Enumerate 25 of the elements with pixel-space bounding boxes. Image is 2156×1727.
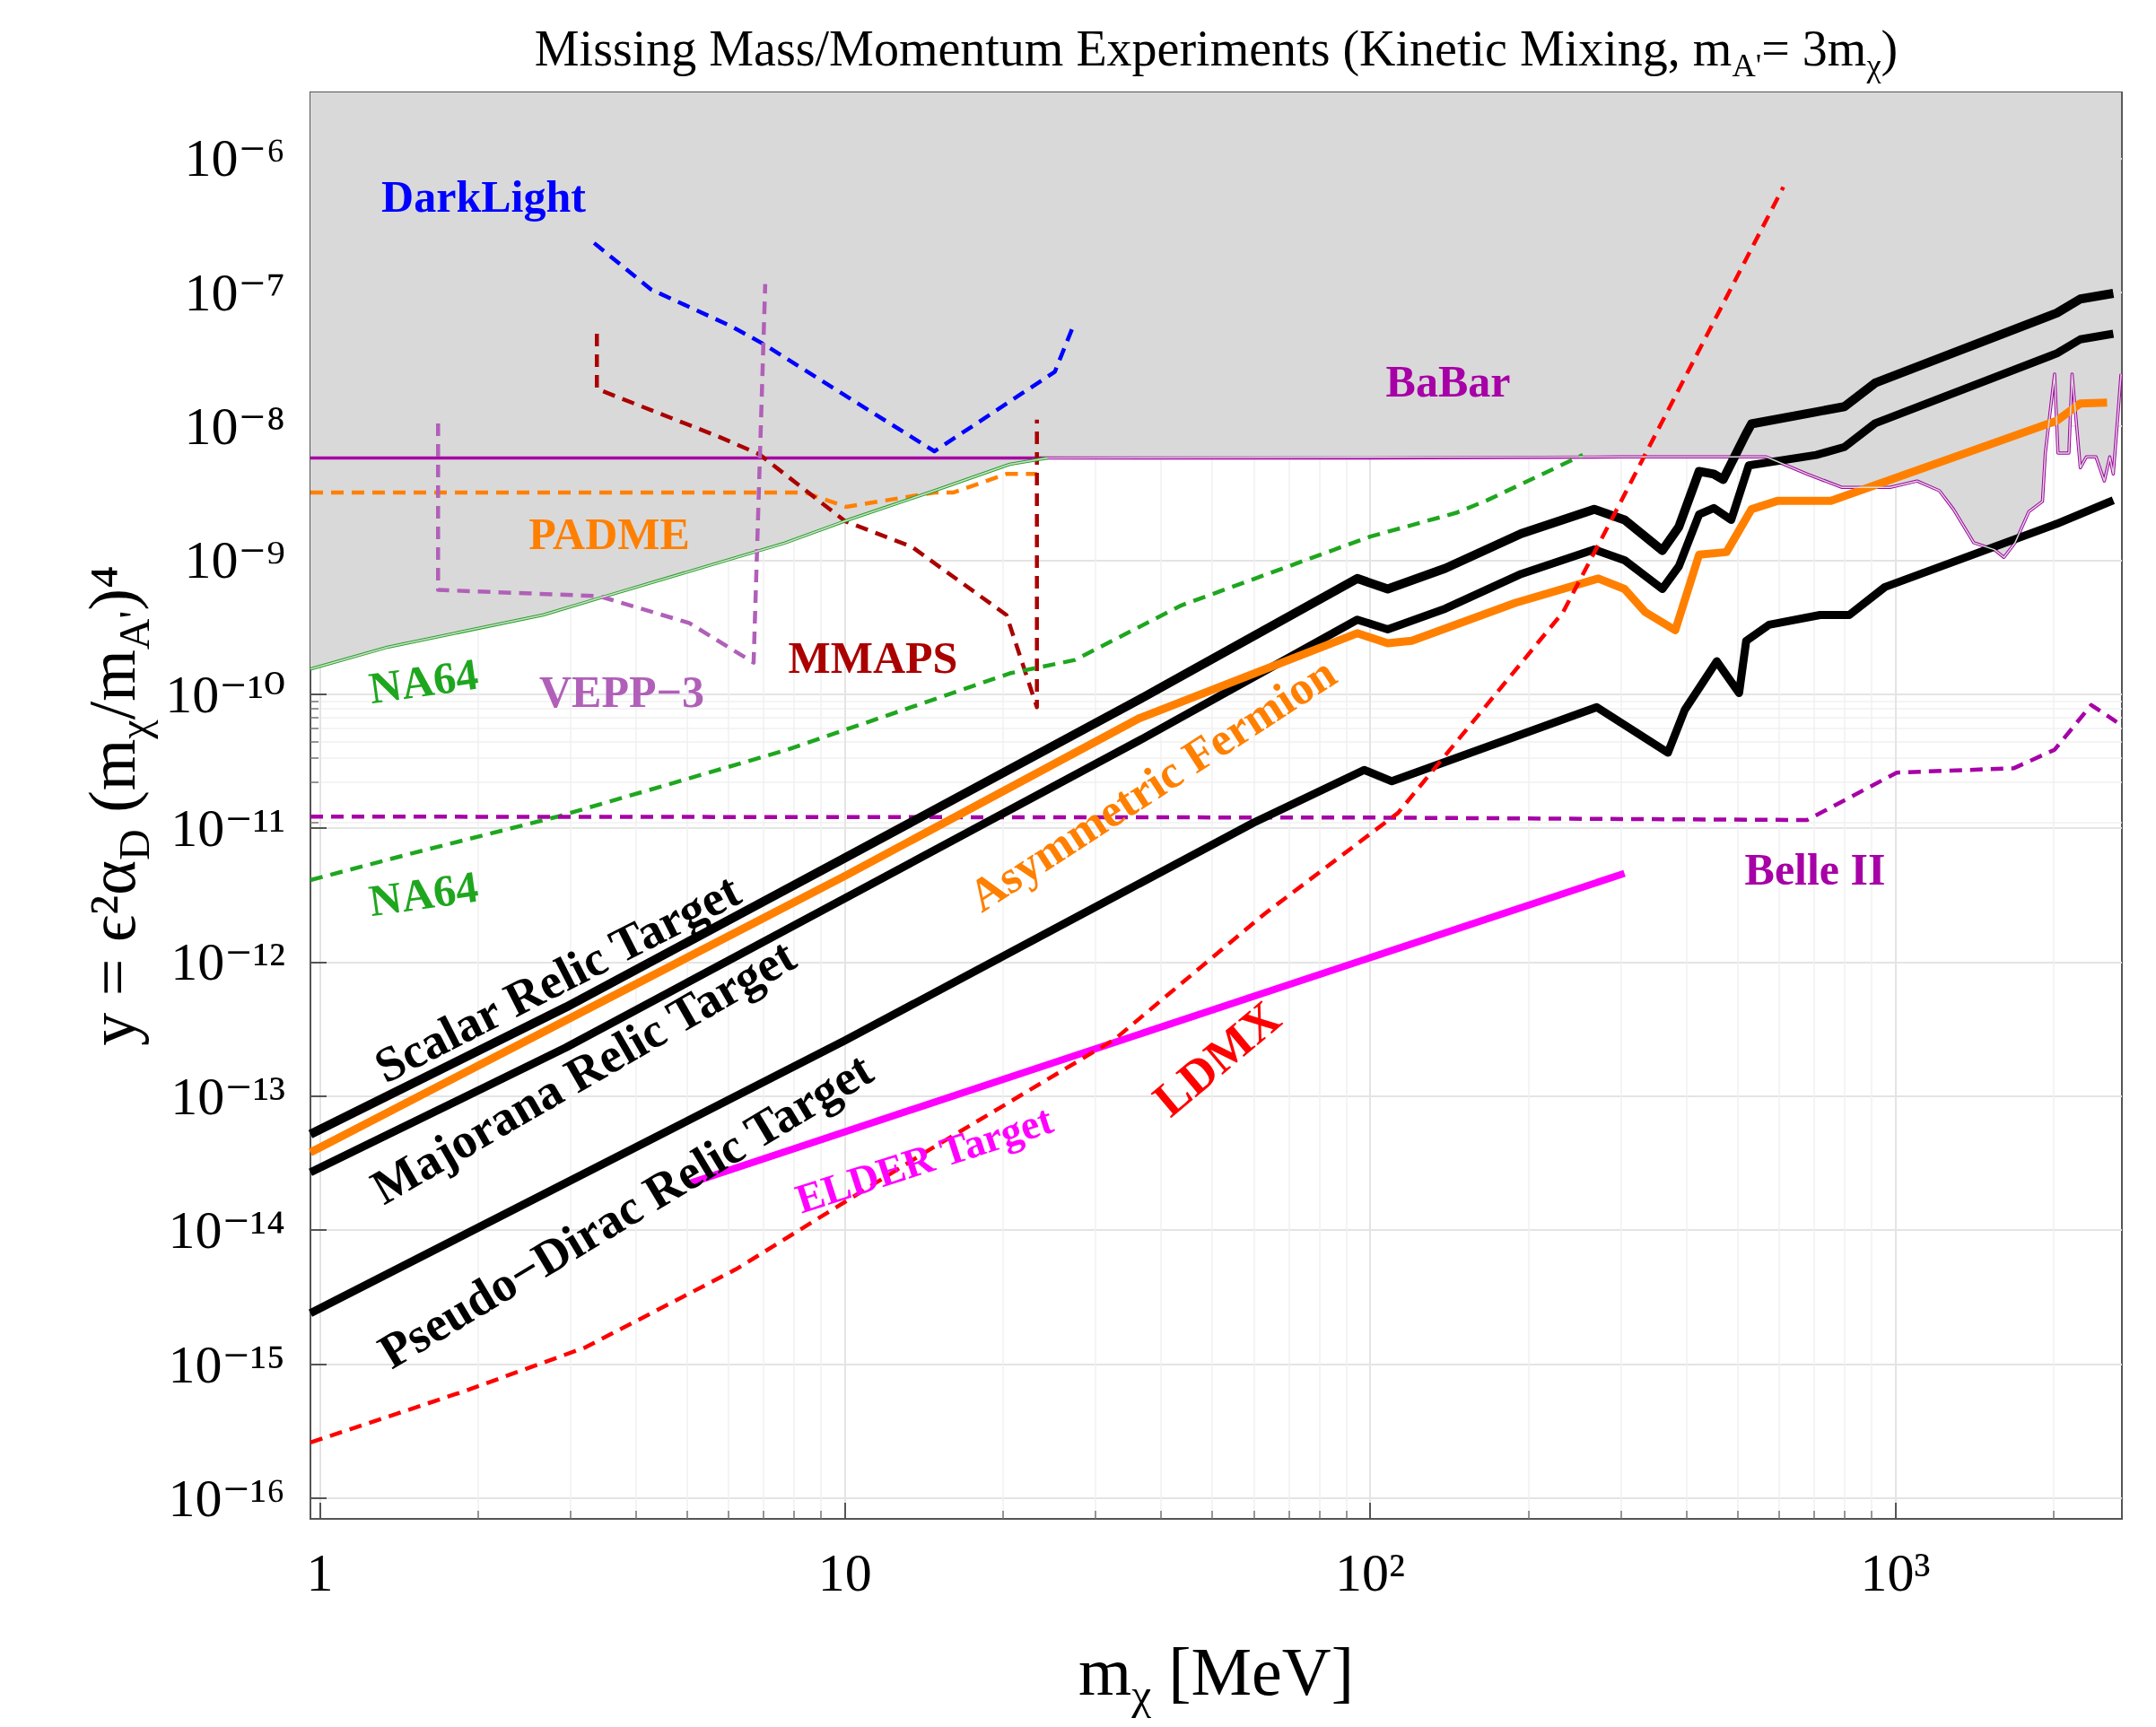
- y-tick-label: 10⁻¹⁰: [165, 664, 285, 724]
- series-label: Belle II: [1744, 844, 1886, 894]
- series-label: PADME: [528, 509, 690, 559]
- series-label: VEPP−3: [538, 667, 705, 717]
- x-tick-label: 10³: [1860, 1543, 1931, 1602]
- text: NA64: [365, 648, 482, 714]
- x-axis-title: m$_{χ}$ [MeV]: [1078, 1633, 1355, 1721]
- text: NA64: [365, 860, 482, 927]
- chart-title: Missing Mass/Momentum Experiments (Kinetic Mixing, m$_{A'}$= 3m$_{χ}$): [533, 20, 1899, 85]
- x-tick-label: 10²: [1335, 1543, 1406, 1602]
- y-tick-label: 10⁻⁷: [184, 262, 285, 322]
- y-tick-label: 10⁻¹⁵: [168, 1334, 285, 1394]
- y-tick-label: 10⁻¹³: [170, 1066, 285, 1126]
- y-tick-label: 10⁻¹⁶: [168, 1468, 285, 1528]
- y-tick-label: 10⁻¹⁴: [168, 1200, 285, 1260]
- y-tick-label: 10⁻⁹: [184, 530, 285, 590]
- x-tick-label: 10: [817, 1543, 872, 1602]
- y-tick-label: 10⁻⁸: [184, 397, 285, 457]
- y-tick-label: 10⁻¹²: [170, 932, 285, 992]
- y-tick-label: 10⁻¹¹: [170, 798, 285, 859]
- x-tick-label: 1: [306, 1543, 334, 1602]
- series-label: MMAPS: [788, 632, 958, 683]
- y-tick-label: 10⁻⁶: [184, 128, 285, 188]
- series-label: BaBar: [1385, 356, 1511, 406]
- series-label: DarkLight: [381, 171, 587, 222]
